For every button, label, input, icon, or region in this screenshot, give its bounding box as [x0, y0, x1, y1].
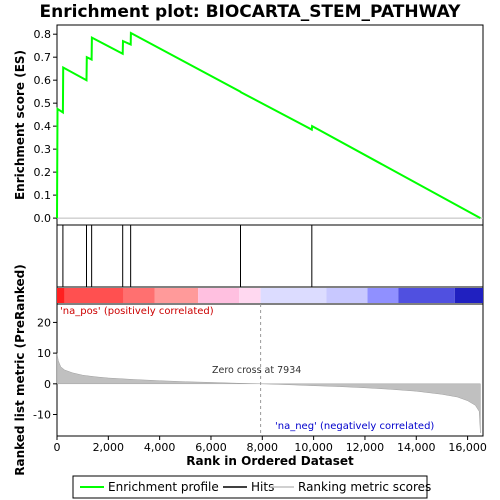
x-tick-label: 16,000 — [448, 441, 487, 454]
es-tick-label: 0.7 — [34, 51, 52, 64]
x-tick-label: 4,000 — [144, 441, 176, 454]
x-tick-label: 12,000 — [346, 441, 385, 454]
heatmap-segment — [155, 288, 199, 303]
heatmap-segment — [368, 288, 399, 303]
metric-axis-label: Ranked list metric (PreRanked) — [13, 264, 27, 476]
es-tick-label: 0.4 — [34, 120, 52, 133]
es-axis-label: Enrichment score (ES) — [13, 50, 27, 200]
x-tick-label: 8,000 — [247, 441, 279, 454]
es-tick-label: 0.8 — [34, 28, 52, 41]
metric-tick-label: 10 — [37, 347, 51, 360]
ranking-heatmap — [57, 288, 483, 303]
x-axis-ticks: 0 2,000 4,000 6,000 8,000 10,000 12,000 14,000 1… — [54, 436, 487, 454]
x-tick-label: 0 — [54, 441, 61, 454]
hits-group — [63, 225, 312, 287]
enrichment-profile-group — [57, 33, 480, 218]
heatmap-segment — [326, 288, 367, 303]
es-tick-label: 0.5 — [34, 97, 52, 110]
x-tick-label: 10,000 — [294, 441, 333, 454]
heatmap-segment — [198, 288, 239, 303]
metric-axis-ticks: 20 10 0 -10 — [33, 316, 57, 421]
es-tick-label: 0.6 — [34, 74, 52, 87]
enrichment-profile-line — [57, 33, 480, 218]
heatmap-segment — [124, 288, 155, 303]
zero-cross-annotation: Zero cross at 7934 — [212, 365, 301, 376]
es-panel-frame — [57, 25, 483, 225]
chart-title: Enrichment plot: BIOCARTA_STEM_PATHWAY — [40, 2, 462, 22]
heatmap-segment — [261, 288, 327, 303]
heatmap-segment — [57, 288, 65, 303]
es-tick-label: 0.1 — [34, 189, 52, 202]
x-tick-label: 2,000 — [93, 441, 125, 454]
x-axis-label: Rank in Ordered Dataset — [186, 454, 354, 468]
es-tick-label: 0.2 — [34, 166, 52, 179]
es-tick-label: 0.0 — [34, 212, 52, 225]
metric-tick-label: 0 — [44, 378, 51, 391]
hits-panel-frame — [57, 225, 483, 287]
metric-tick-label: 20 — [37, 316, 51, 329]
legend-enrichment-label: Enrichment profile — [108, 480, 219, 494]
neg-annotation: 'na_neg' (negatively correlated) — [275, 421, 434, 432]
legend-ranking-label: Ranking metric scores — [298, 480, 431, 494]
heatmap-segment — [398, 288, 454, 303]
heatmap-segment — [65, 288, 124, 303]
metric-tick-label: -10 — [33, 409, 51, 422]
es-axis-ticks: 0.0 0.1 0.2 0.3 0.4 0.5 0.6 0.7 0.8 — [34, 28, 58, 225]
heatmap-segment — [455, 288, 483, 303]
x-tick-label: 14,000 — [397, 441, 436, 454]
heatmap-segment — [239, 288, 260, 303]
es-tick-label: 0.3 — [34, 143, 52, 156]
pos-annotation: 'na_pos' (positively correlated) — [60, 306, 214, 317]
x-tick-label: 6,000 — [195, 441, 227, 454]
